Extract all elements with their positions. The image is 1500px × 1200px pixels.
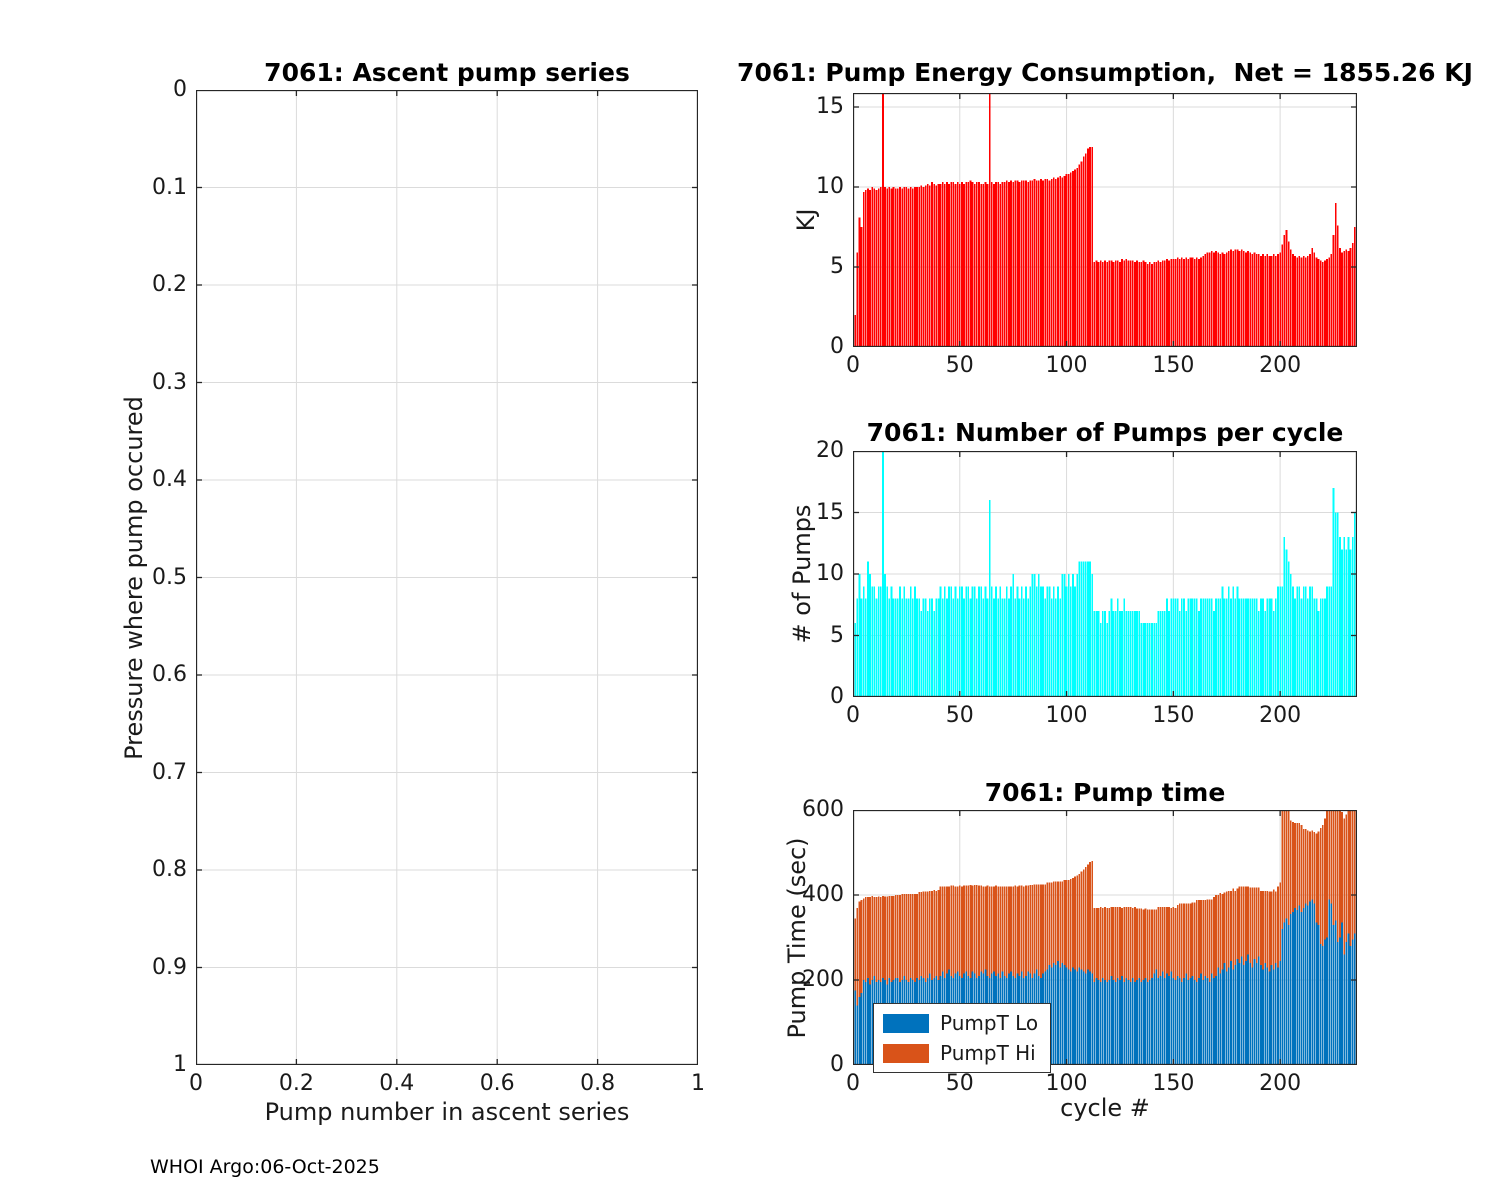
pumpt-hi-swatch bbox=[883, 1043, 929, 1063]
time-x-tick-label: 0 bbox=[846, 1071, 860, 1096]
ascent-x-tick-label: 1 bbox=[691, 1071, 705, 1096]
pumpt-lo-swatch bbox=[883, 1013, 929, 1033]
ascent-x-axis-label: Pump number in ascent series bbox=[264, 1098, 630, 1126]
legend-row-pumpt-hi: PumpT Hi bbox=[883, 1041, 1038, 1065]
ascent-plot-title: 7061: Ascent pump series bbox=[264, 58, 630, 87]
ascent-x-tick-label: 0.4 bbox=[379, 1071, 415, 1096]
ascent-x-tick-label: 0.8 bbox=[580, 1071, 616, 1096]
ascent-x-tick-label: 0 bbox=[189, 1071, 203, 1096]
ascent-y-tick-label: 0.4 bbox=[152, 467, 187, 492]
ascent-y-tick-label: 0.7 bbox=[152, 759, 187, 785]
ascent-y-tick-label: 0.8 bbox=[152, 857, 187, 882]
pumps-y-tick-label: 10 bbox=[816, 561, 844, 586]
ascent-x-tick-label: 0.6 bbox=[479, 1071, 515, 1096]
ascent-y-tick-label: 0.6 bbox=[152, 662, 187, 687]
time-y-tick-label: 200 bbox=[802, 967, 844, 992]
ascent-y-tick-label: 0.1 bbox=[152, 174, 187, 200]
legend-row-pumpt-lo: PumpT Lo bbox=[883, 1011, 1038, 1035]
time-y-axis-label: Pump Time (sec) bbox=[783, 837, 811, 1039]
energy-y-axis-label: KJ bbox=[792, 208, 820, 232]
pumps-bar-chart bbox=[853, 451, 1357, 697]
time-x-tick-label: 100 bbox=[1045, 1071, 1088, 1096]
time-y-tick-label: 400 bbox=[802, 882, 844, 907]
energy-x-tick-label: 50 bbox=[945, 353, 974, 378]
ascent-y-tick-label: 0.9 bbox=[152, 954, 187, 980]
ascent-y-axis-label: Pressure where pump occured bbox=[120, 396, 148, 760]
time-y-tick-label: 0 bbox=[830, 1052, 844, 1077]
ascent-plot-area bbox=[196, 90, 698, 1065]
energy-x-tick-label: 100 bbox=[1045, 353, 1088, 378]
ascent-y-tick-label: 1 bbox=[173, 1052, 187, 1077]
pumps-plot-title: 7061: Number of Pumps per cycle bbox=[866, 418, 1344, 447]
ascent-y-tick-label: 0 bbox=[173, 77, 187, 102]
energy-y-tick-label: 10 bbox=[816, 174, 844, 199]
energy-x-tick-label: 150 bbox=[1152, 353, 1195, 378]
pumpt-hi-label: PumpT Hi bbox=[940, 1041, 1036, 1065]
pumps-x-tick-label: 50 bbox=[945, 703, 974, 728]
watermark-text: WHOI Argo:06-Oct-2025 bbox=[150, 1156, 380, 1178]
time-plot-title: 7061: Pump time bbox=[984, 778, 1226, 807]
time-x-tick-label: 150 bbox=[1152, 1071, 1195, 1096]
time-y-tick-label: 600 bbox=[802, 797, 844, 822]
time-x-axis-label: cycle # bbox=[1060, 1094, 1150, 1122]
pumps-y-axis-label: # of Pumps bbox=[788, 504, 816, 644]
time-x-tick-label: 50 bbox=[945, 1071, 974, 1096]
ascent-y-tick-label: 0.2 bbox=[152, 272, 187, 297]
pumps-x-tick-label: 200 bbox=[1259, 703, 1302, 728]
pumps-x-tick-label: 0 bbox=[846, 703, 860, 728]
pumps-y-tick-label: 0 bbox=[830, 684, 844, 709]
energy-plot-title: 7061: Pump Energy Consumption, Net = 185… bbox=[737, 58, 1473, 87]
pumps-x-tick-label: 150 bbox=[1152, 703, 1195, 728]
energy-y-tick-label: 0 bbox=[830, 334, 844, 359]
time-x-tick-label: 200 bbox=[1259, 1071, 1302, 1096]
ascent-x-tick-label: 0.2 bbox=[278, 1071, 314, 1096]
pumps-y-tick-label: 15 bbox=[816, 499, 844, 525]
energy-bar-chart bbox=[853, 93, 1357, 347]
pumps-y-tick-label: 5 bbox=[830, 622, 844, 648]
pump-time-legend: PumpT Lo PumpT Hi bbox=[873, 1003, 1052, 1073]
energy-y-tick-label: 5 bbox=[830, 254, 844, 279]
energy-x-tick-label: 200 bbox=[1259, 353, 1302, 378]
energy-y-tick-label: 15 bbox=[816, 94, 844, 119]
ascent-y-tick-label: 0.3 bbox=[152, 369, 187, 395]
energy-x-tick-label: 0 bbox=[846, 353, 860, 378]
pumps-y-tick-label: 20 bbox=[816, 438, 844, 463]
pumpt-lo-label: PumpT Lo bbox=[940, 1011, 1039, 1035]
pumps-x-tick-label: 100 bbox=[1045, 703, 1088, 728]
ascent-y-tick-label: 0.5 bbox=[152, 564, 187, 590]
